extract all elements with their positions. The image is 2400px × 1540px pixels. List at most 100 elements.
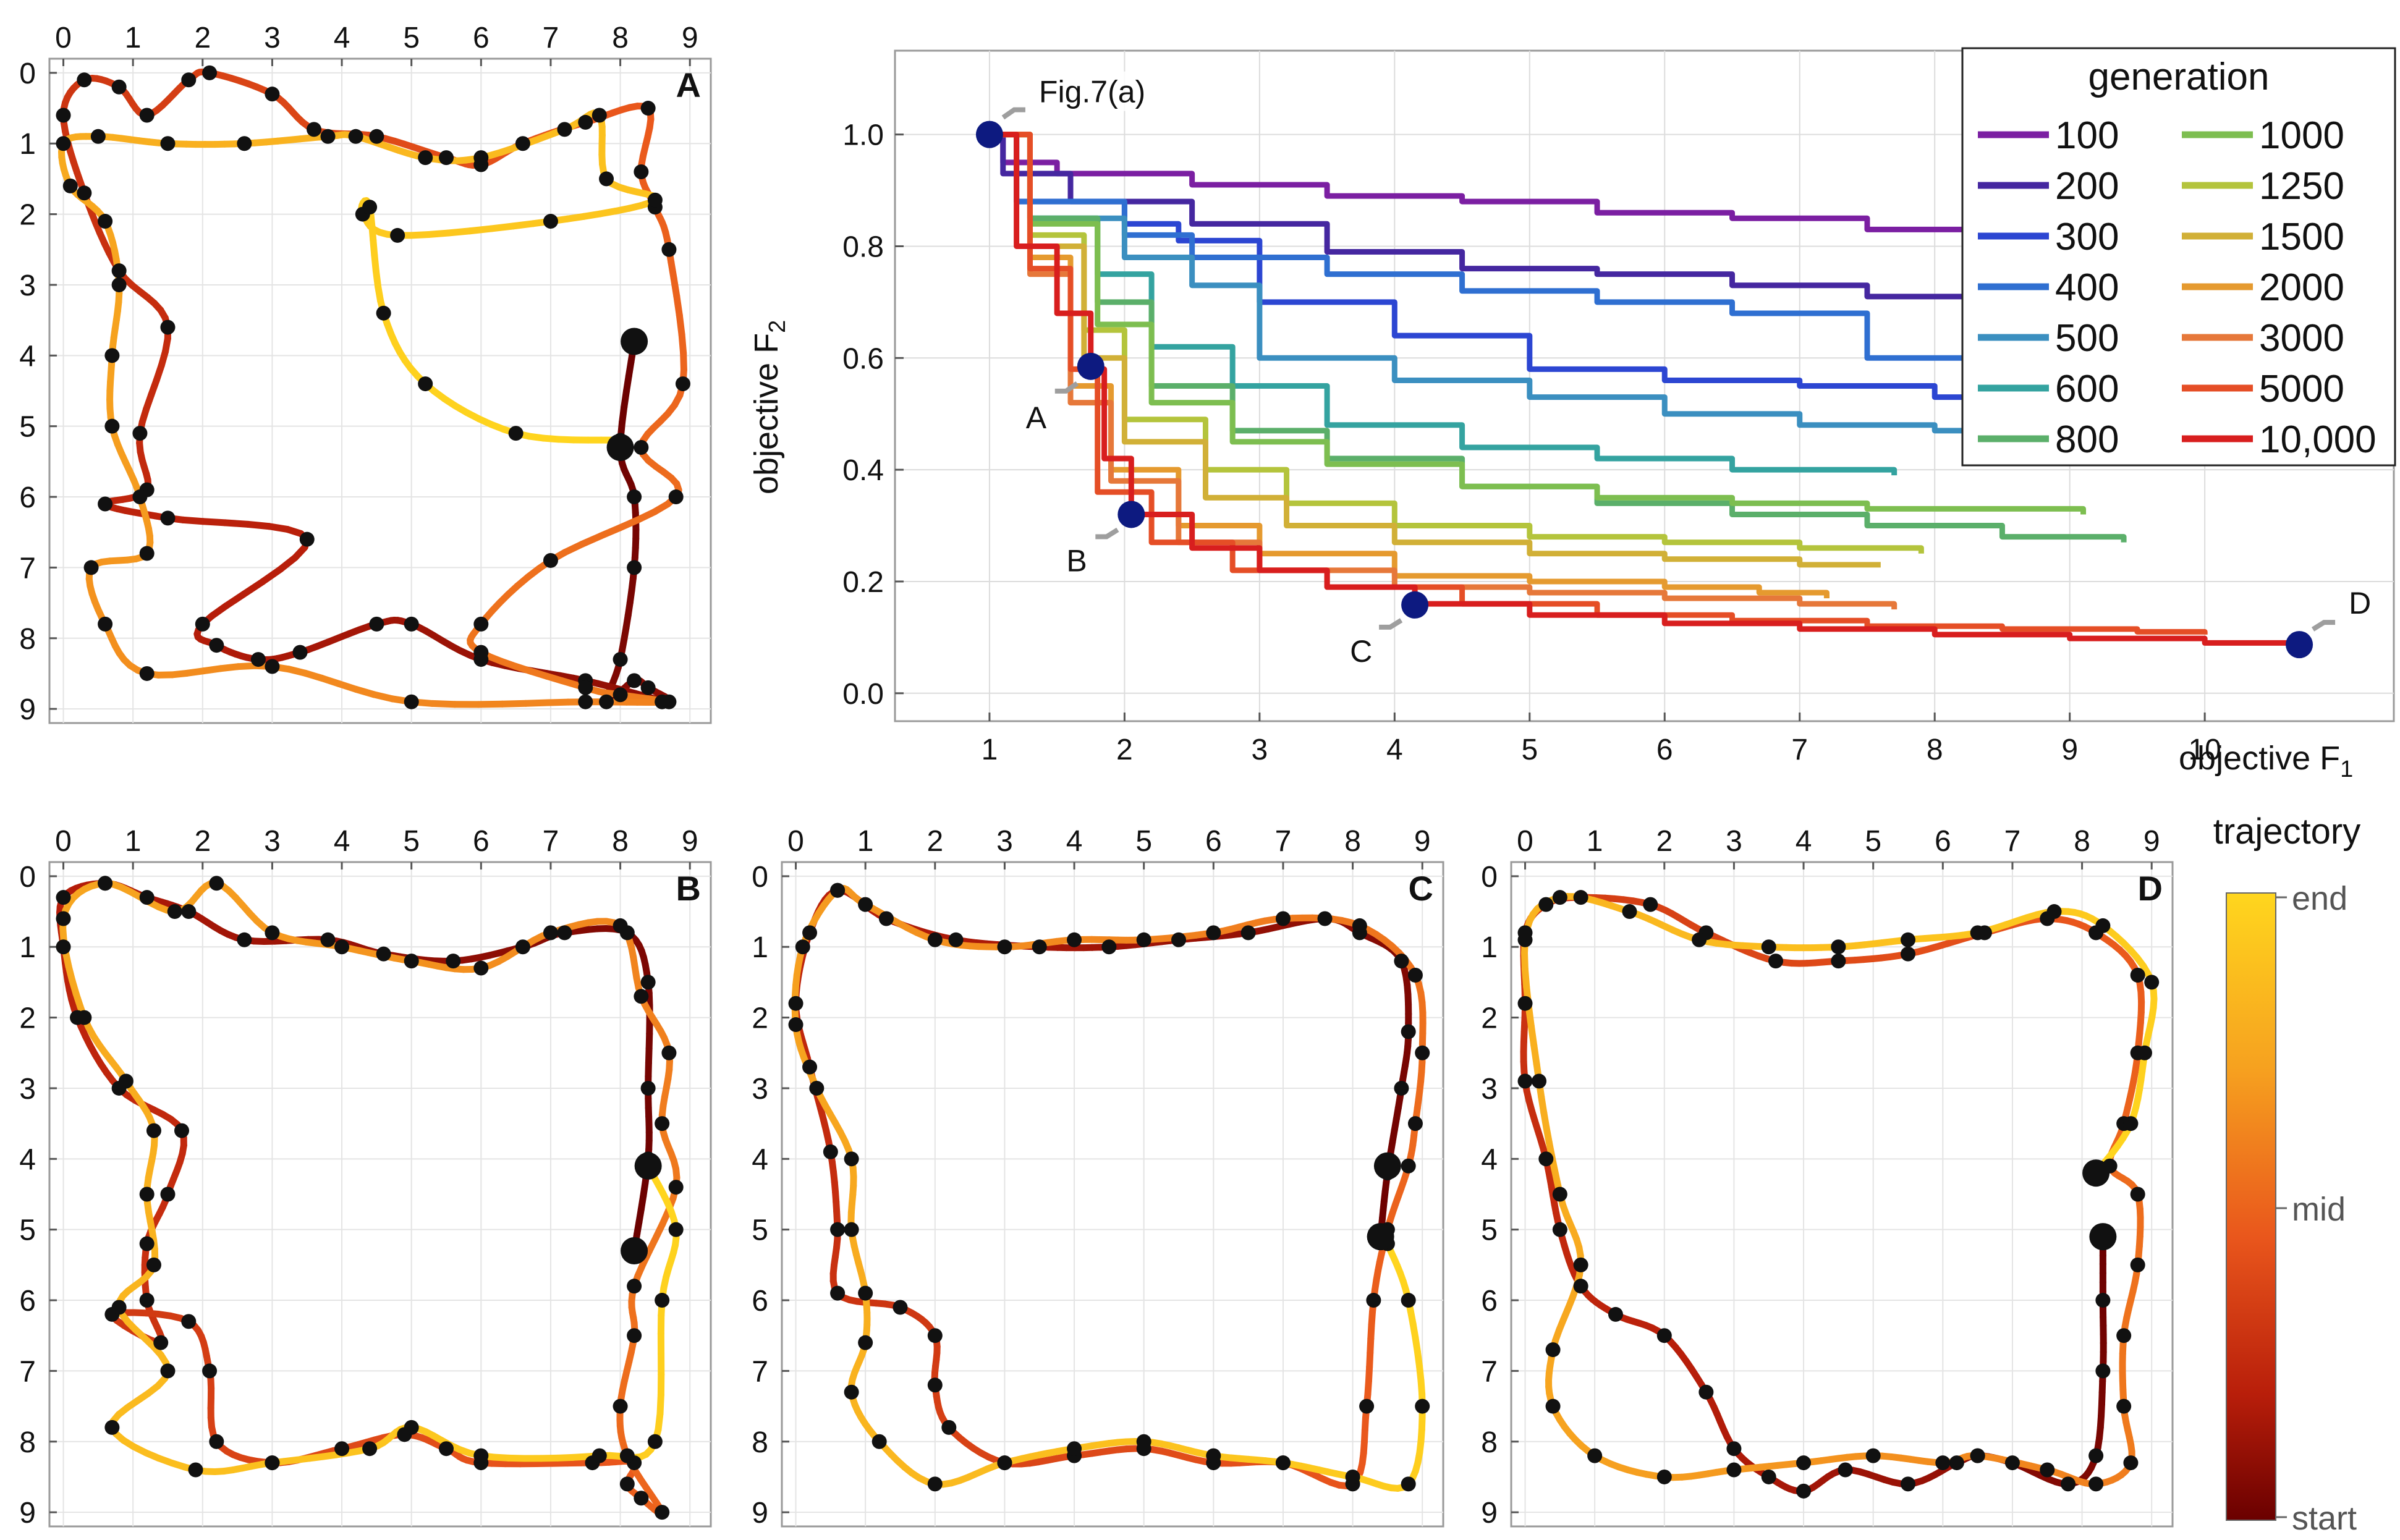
trajectory-colorbar: trajectory end mid start	[2213, 811, 2361, 1537]
trajectory-waypoint	[1656, 1328, 1672, 1343]
trajectory-waypoint	[823, 1144, 838, 1159]
trajectory-waypoint	[111, 263, 127, 279]
trajectory-waypoint	[1726, 1462, 1742, 1478]
trajectory-waypoint	[404, 1419, 419, 1435]
panel-letter: B	[676, 869, 701, 908]
pareto-y-ticks: 0.0 0.2 0.4 0.6 0.8 1.0	[842, 119, 904, 711]
trajectory-waypoint	[111, 1300, 127, 1315]
trajectory-waypoint	[640, 1080, 656, 1096]
trajectory-waypoint	[473, 150, 489, 166]
trajectory-waypoint	[1101, 939, 1117, 955]
pareto-x-tick-label: 4	[1386, 734, 1403, 766]
pareto-x-tick-label: 1	[982, 734, 998, 766]
trajectory-waypoint	[320, 129, 336, 144]
trajectory-waypoint	[209, 638, 224, 653]
trajectory-waypoint	[98, 214, 113, 229]
trajectory-waypoint	[1622, 904, 1637, 920]
trajectory-waypoint	[160, 1363, 176, 1379]
trajectory-panel-C: 0 1 2 3 4 5 6 7 8 9 0 1 2 3 4 5 6 7 8 9 C	[752, 825, 1444, 1529]
panel-y-tick-label: 3	[19, 1073, 36, 1106]
trajectory-waypoint	[557, 925, 572, 941]
panel-y-tick-label: 9	[1481, 1497, 1498, 1529]
trajectory-waypoint	[1831, 954, 1846, 969]
trajectory-segment	[223, 590, 247, 609]
trajectory-waypoint	[1538, 897, 1554, 912]
trajectory-waypoint	[1796, 1483, 1812, 1499]
trajectory-waypoint	[1517, 932, 1533, 947]
legend-label: 100	[2055, 114, 2119, 157]
pareto-callouts: Fig.7(a) A B C D	[1001, 71, 2375, 671]
trajectory-waypoint	[655, 1293, 670, 1308]
trajectory-waypoint	[439, 1441, 454, 1457]
trajectory-key-marker	[2089, 1223, 2117, 1251]
trajectory-waypoint	[56, 108, 71, 123]
trajectory-waypoint	[1345, 1469, 1360, 1484]
panel-y-tick-label: 1	[752, 931, 768, 964]
trajectory-waypoint	[844, 1222, 859, 1237]
trajectory-waypoint	[508, 426, 524, 441]
pareto-x-label-text: objective F	[2179, 740, 2340, 777]
trajectory-waypoint	[146, 1257, 161, 1272]
trajectory-waypoint	[2137, 1045, 2152, 1060]
pareto-x-ticks: 1 2 3 4 5 6 7 8 9 10	[982, 713, 2221, 766]
panel-x-tick-label: 7	[2004, 825, 2021, 858]
trajectory-waypoint	[543, 552, 558, 568]
trajectory-waypoint	[181, 904, 197, 920]
panel-y-tick-label: 1	[19, 128, 36, 161]
trajectory-waypoint	[118, 1073, 134, 1089]
panel-y-tick-label: 5	[19, 1214, 36, 1247]
panel-x-tick-label: 8	[612, 22, 629, 54]
trajectory-waypoint	[578, 694, 593, 709]
pareto-callout-label: D	[2349, 586, 2371, 620]
trajectory-waypoint	[160, 136, 176, 151]
trajectory-waypoint	[668, 1180, 684, 1195]
pareto-callout-line	[1095, 527, 1119, 539]
trajectory-waypoint	[2130, 967, 2145, 983]
pareto-callout-bg	[2344, 583, 2375, 623]
trajectory-waypoint	[376, 305, 391, 321]
trajectory-waypoint	[592, 108, 607, 123]
trajectory-waypoint	[634, 164, 649, 179]
panel-y-tick-label: 0	[752, 861, 768, 894]
trajectory-waypoint	[1573, 1257, 1588, 1272]
trajectory-waypoint	[543, 214, 558, 229]
trajectory-waypoint	[404, 616, 419, 632]
trajectory-waypoint	[578, 114, 593, 130]
colorbar-label-start: start	[2292, 1500, 2357, 1537]
trajectory-waypoint	[2061, 1476, 2076, 1492]
trajectory-waypoint	[2046, 904, 2062, 920]
pareto-callout-label: A	[1026, 400, 1047, 435]
trajectory-waypoint	[90, 129, 106, 144]
trajectory-waypoint	[139, 546, 155, 561]
pareto-y-label-sub: 2	[765, 320, 791, 333]
panel-y-tick-label: 1	[1481, 931, 1498, 964]
trajectory-waypoint	[2116, 1328, 2132, 1343]
legend-label: 800	[2055, 418, 2119, 461]
trajectory-waypoint	[1573, 890, 1588, 905]
trajectory-panel-B: 0 1 2 3 4 5 6 7 8 9 0 1 2 3 4 5 6 7 8 9 B	[19, 825, 712, 1529]
trajectory-waypoint	[640, 680, 656, 695]
trajectory-waypoint	[543, 925, 558, 941]
panel-x-tick-label: 5	[1135, 825, 1152, 858]
panel-x-tick-label: 2	[194, 22, 211, 54]
trajectory-waypoint	[619, 1448, 635, 1463]
colorbar-gradient	[2226, 892, 2276, 1521]
pareto-x-label-sub: 1	[2340, 756, 2353, 782]
trajectory-waypoint	[132, 426, 148, 441]
trajectory-waypoint	[1317, 911, 1333, 926]
trajectory-waypoint	[1401, 1293, 1416, 1308]
trajectory-waypoint	[56, 911, 71, 926]
pareto-y-tick-label: 0.4	[842, 454, 884, 487]
panel-y-tick-label: 2	[752, 1002, 768, 1035]
panel-y-tick-label: 2	[19, 1002, 36, 1035]
panel-x-tick-label: 0	[787, 825, 804, 858]
panel-x-tick-label: 4	[1796, 825, 1812, 858]
trajectory-waypoint	[1545, 1342, 1561, 1358]
trajectory-waypoint	[844, 1384, 859, 1400]
trajectory-waypoint	[1136, 932, 1151, 947]
pareto-callout-label: C	[1350, 634, 1372, 669]
trajectory-waypoint	[104, 418, 120, 434]
panel-y-tick-label: 8	[1481, 1426, 1498, 1459]
panel-x-tick-label: 8	[2074, 825, 2090, 858]
panel-x-tick-label: 1	[857, 825, 874, 858]
